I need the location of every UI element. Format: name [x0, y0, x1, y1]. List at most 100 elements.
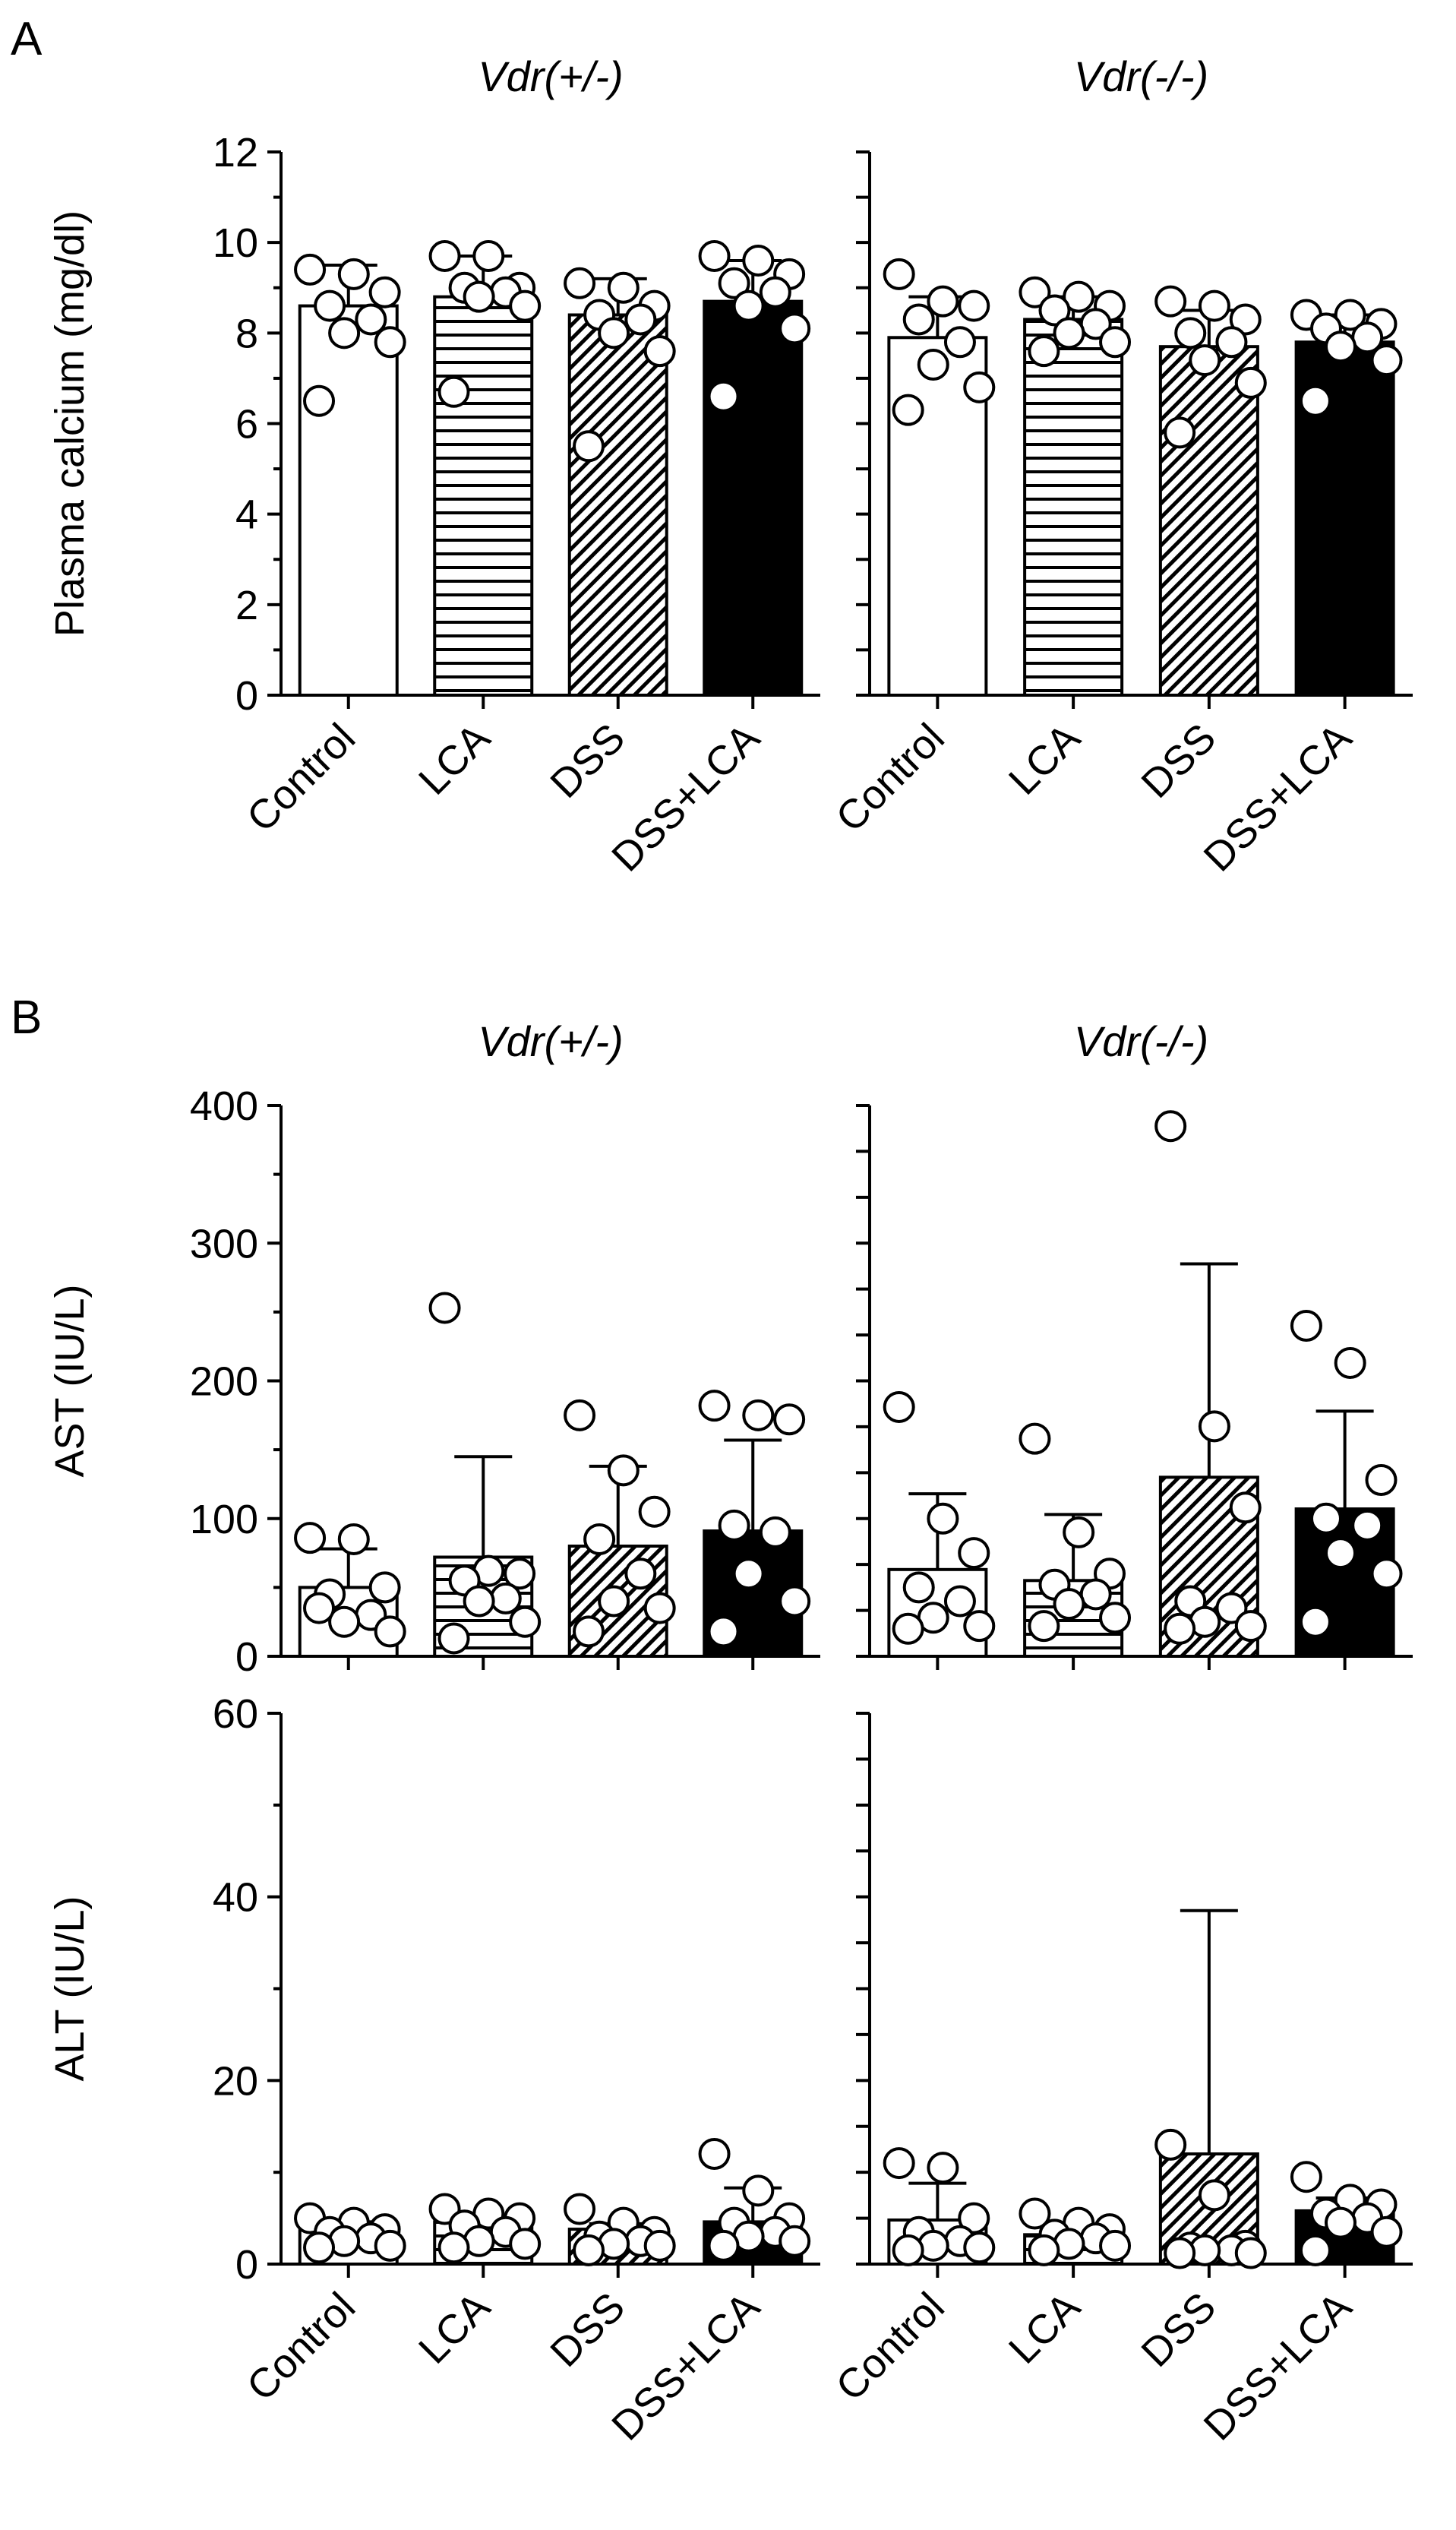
data-point-lca — [1038, 294, 1071, 327]
y-tick-label: 10 — [213, 220, 258, 266]
y-tick-label: 200 — [190, 1359, 258, 1405]
data-point-lca — [504, 1558, 536, 1590]
x-category-label-lca: LCA — [410, 2284, 499, 2373]
data-point-dss — [607, 271, 640, 304]
bar-dss — [1158, 345, 1259, 697]
y-tick-label: 2 — [235, 583, 258, 628]
data-point-lca — [509, 1605, 542, 1638]
bar-control — [298, 304, 399, 697]
data-point-dss-lca — [1299, 1605, 1331, 1638]
data-point-dss-lca — [1370, 2215, 1403, 2248]
data-point-dss — [638, 1495, 671, 1528]
bar-dss-lca — [703, 299, 804, 697]
data-point-dss — [1154, 285, 1187, 318]
data-point-control — [943, 1585, 976, 1618]
data-point-dss-lca — [779, 2225, 811, 2257]
data-point-lca — [428, 240, 461, 273]
data-point-lca — [1063, 280, 1095, 313]
data-point-control — [368, 1571, 401, 1604]
data-point-dss-lca — [1370, 344, 1403, 377]
data-point-dss — [1164, 2237, 1196, 2269]
data-point-dss — [598, 317, 630, 349]
data-point-lca — [489, 1582, 522, 1614]
y-tick-label: 0 — [235, 1634, 258, 1680]
data-point-control — [958, 1537, 990, 1570]
data-point-dss-lca — [732, 1558, 765, 1590]
y-tick-label: 20 — [213, 2058, 258, 2104]
data-point-dss-lca — [707, 380, 740, 413]
data-point-control — [963, 2231, 996, 2264]
data-point-dss — [583, 1523, 616, 1555]
data-point-dss-lca — [1334, 299, 1366, 331]
x-category-label-dss-lca: DSS+LCA — [1195, 2284, 1361, 2449]
data-point-lca — [1063, 1516, 1095, 1548]
chart-b-ast-vdr-het: Vdr(+/-) 0 100 200 300 400 AST (IU/L) — [47, 1017, 820, 1680]
data-point-dss — [1234, 2237, 1267, 2269]
data-point-dss-lca — [1324, 2206, 1357, 2239]
data-point-lca — [1099, 2229, 1132, 2262]
data-point-dss-lca — [742, 245, 775, 277]
data-point-lca — [437, 1622, 470, 1655]
data-point-dss-lca — [1365, 1464, 1398, 1496]
x-category-label-control: Control — [238, 715, 365, 841]
data-point-dss — [1198, 289, 1230, 322]
chart-title: Vdr(+/-) — [478, 1017, 623, 1065]
y-tick-label: 400 — [190, 1083, 258, 1129]
data-point-control — [902, 1571, 935, 1604]
data-point-lca — [1019, 1422, 1051, 1455]
data-point-dss — [564, 2193, 596, 2225]
data-point-dss — [1164, 1612, 1196, 1645]
data-point-dss — [564, 1399, 596, 1431]
data-point-dss-lca — [742, 2174, 775, 2207]
x-category-label-dss: DSS — [542, 715, 633, 807]
data-point-lca — [509, 289, 542, 322]
data-point-dss — [598, 1585, 630, 1618]
x-category-label-lca: LCA — [1000, 2284, 1089, 2373]
data-point-dss — [643, 2229, 676, 2262]
data-point-lca — [428, 1292, 461, 1324]
x-category-label-dss: DSS — [542, 2284, 633, 2376]
data-point-dss — [1174, 317, 1207, 349]
bar-lca — [433, 295, 534, 697]
data-point-control — [892, 2234, 924, 2266]
y-axis-title: ALT (IU/L) — [47, 1896, 93, 2081]
x-category-label-dss-lca: DSS+LCA — [603, 2284, 769, 2449]
data-point-dss-lca — [698, 1390, 731, 1422]
data-point-dss-lca — [779, 312, 811, 345]
x-category-label-lca: LCA — [1000, 715, 1089, 804]
data-point-control — [927, 1502, 959, 1535]
data-point-dss — [573, 1615, 605, 1648]
y-tick-label: 100 — [190, 1497, 258, 1542]
y-axis-title: AST (IU/L) — [47, 1284, 93, 1477]
data-point-dss-lca — [742, 1399, 775, 1431]
panel-letter-b: B — [11, 991, 42, 1044]
data-point-control — [963, 1610, 996, 1643]
data-point-lca — [1053, 317, 1085, 349]
chart-title: Vdr(-/-) — [1074, 1017, 1208, 1065]
data-point-dss — [1198, 2179, 1230, 2212]
data-point-lca — [1099, 1602, 1132, 1634]
data-point-lca — [1099, 326, 1132, 359]
data-point-dss-lca — [1290, 1310, 1322, 1342]
data-point-dss — [1229, 303, 1262, 336]
data-point-dss-lca — [1299, 384, 1331, 417]
data-point-dss-lca — [698, 240, 731, 273]
data-point-control — [927, 2152, 959, 2184]
data-point-dss-lca — [759, 1516, 791, 1548]
data-point-lca — [437, 375, 470, 408]
data-point-dss-lca — [1324, 330, 1357, 363]
data-point-control — [892, 394, 924, 426]
data-point-lca — [1028, 335, 1060, 368]
data-point-dss — [1189, 344, 1221, 377]
data-point-control — [303, 1592, 336, 1624]
data-point-dss-lca — [707, 1615, 740, 1648]
y-tick-label: 6 — [235, 402, 258, 447]
data-point-control — [314, 289, 346, 322]
data-point-dss — [1215, 326, 1248, 359]
data-point-control — [943, 326, 976, 359]
data-point-control — [328, 1605, 361, 1638]
data-point-dss-lca — [732, 289, 765, 322]
data-point-dss-lca — [698, 2138, 731, 2170]
